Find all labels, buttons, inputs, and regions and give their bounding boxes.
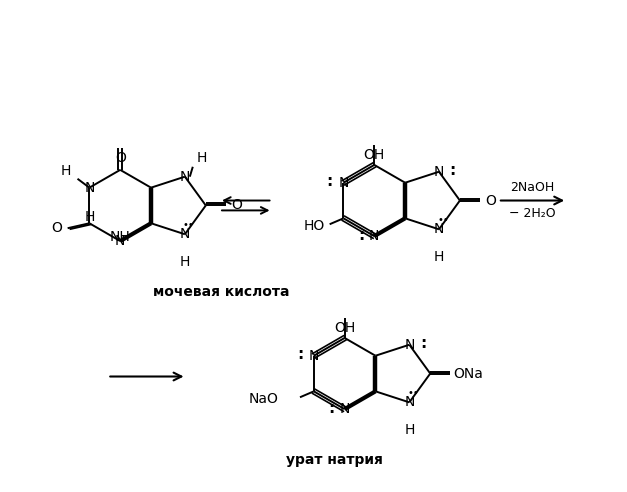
Text: N: N bbox=[434, 165, 444, 179]
Text: N: N bbox=[339, 402, 350, 416]
Text: O: O bbox=[231, 198, 242, 213]
Text: H: H bbox=[84, 210, 95, 224]
Text: N: N bbox=[308, 349, 319, 363]
Text: H: H bbox=[434, 250, 444, 264]
Text: ••: •• bbox=[183, 220, 195, 230]
Text: O: O bbox=[51, 221, 62, 235]
Text: OH: OH bbox=[364, 148, 385, 162]
Text: N: N bbox=[180, 170, 190, 184]
Text: H: H bbox=[60, 164, 71, 178]
Text: N: N bbox=[369, 229, 379, 243]
Text: :: : bbox=[297, 347, 303, 362]
Text: NaO: NaO bbox=[248, 392, 278, 406]
Text: :: : bbox=[329, 400, 335, 416]
Text: N: N bbox=[404, 338, 414, 352]
Text: OH: OH bbox=[334, 321, 356, 335]
Text: HO: HO bbox=[303, 219, 324, 233]
Text: :: : bbox=[327, 174, 333, 189]
Text: ••: •• bbox=[437, 215, 449, 225]
Text: урат натрия: урат натрия bbox=[287, 453, 383, 466]
Text: :: : bbox=[420, 336, 426, 351]
Text: NH: NH bbox=[110, 230, 130, 244]
Text: :: : bbox=[358, 228, 364, 243]
Text: N: N bbox=[339, 176, 349, 190]
Text: 2NaOH: 2NaOH bbox=[510, 181, 555, 194]
Text: :: : bbox=[450, 163, 456, 178]
Text: O: O bbox=[115, 151, 125, 165]
Text: ONa: ONa bbox=[453, 367, 483, 380]
Text: N: N bbox=[115, 234, 125, 248]
Text: N: N bbox=[434, 222, 444, 236]
Text: ••: •• bbox=[408, 389, 419, 399]
Text: N: N bbox=[404, 396, 414, 409]
Text: N: N bbox=[84, 181, 95, 195]
Text: H: H bbox=[196, 151, 207, 165]
Text: N: N bbox=[180, 227, 190, 241]
Text: мочевая кислота: мочевая кислота bbox=[153, 285, 289, 300]
Text: H: H bbox=[180, 255, 190, 269]
Text: O: O bbox=[485, 193, 496, 208]
Text: − 2H₂O: − 2H₂O bbox=[509, 207, 556, 220]
Text: H: H bbox=[404, 423, 414, 437]
